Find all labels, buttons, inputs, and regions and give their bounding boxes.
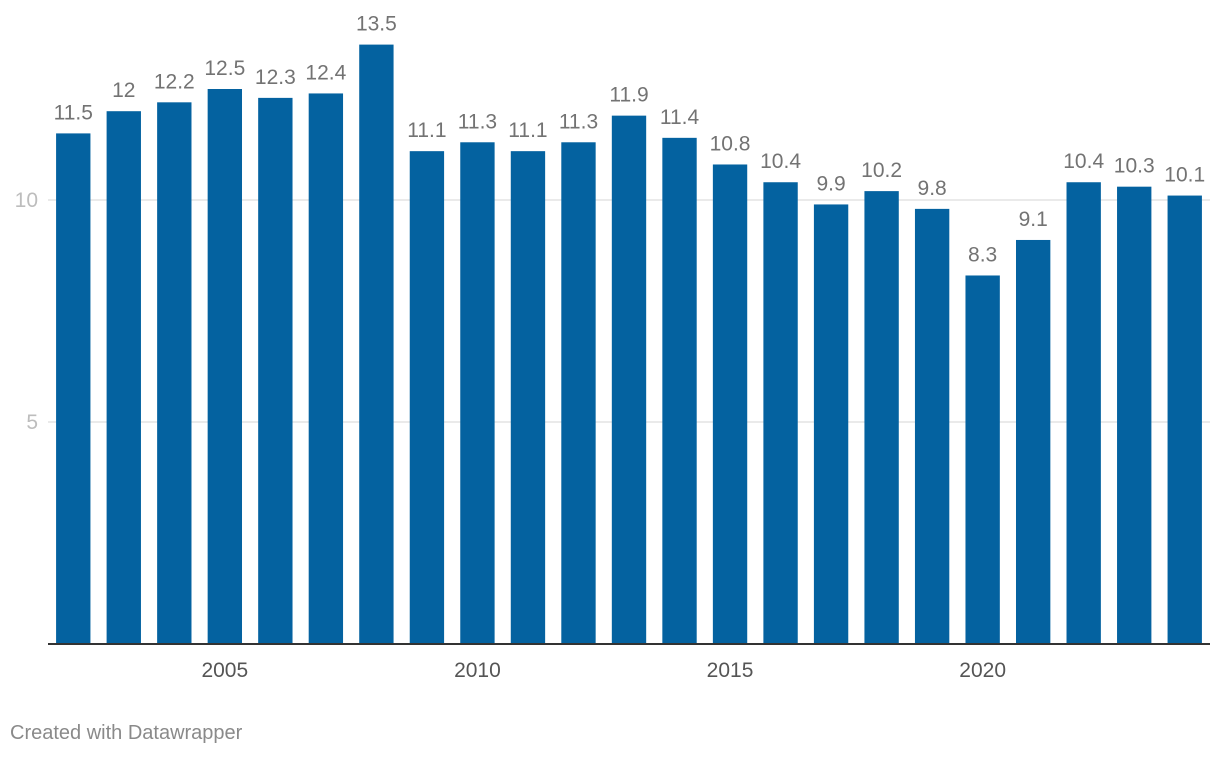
bar-2005	[207, 89, 243, 644]
x-tick-labels: 2005 2010 2015 2020	[201, 659, 1006, 682]
bar-2012	[561, 142, 596, 644]
bar-2010	[460, 142, 495, 644]
value-labels: 11.5 12 12.2 12.5 12.3 12.4 13.5 11.1 11.3 11.1 11…	[54, 13, 1206, 267]
value-label-2005: 12.5	[204, 57, 245, 80]
bar-2019	[914, 208, 950, 644]
bar-2002	[56, 133, 91, 644]
bars	[56, 44, 1202, 645]
bar-2011	[510, 151, 546, 644]
y-tick-labels: 5 10	[15, 189, 38, 434]
bar-2017	[813, 204, 849, 644]
x-tick-label-2010: 2010	[454, 659, 501, 682]
bar-2018	[864, 191, 899, 644]
x-tick-label-2020: 2020	[959, 659, 1006, 682]
value-label-2008: 13.5	[356, 13, 397, 36]
value-label-2020: 8.3	[968, 243, 997, 266]
bar-chart: 510 11.512 12.212.5 12.3 12.413.511.1 11.3 11…	[15, 13, 1210, 682]
value-label-2021: 9.1	[1019, 208, 1048, 231]
value-label-2013: 11.9	[609, 84, 648, 107]
value-label-2023: 10.3	[1114, 155, 1155, 178]
value-label-2006: 12.3	[255, 66, 296, 89]
bar-2007	[308, 93, 344, 644]
bar-2023	[1117, 186, 1152, 644]
value-label-2022: 10.4	[1063, 150, 1104, 173]
x-tick-label-2015: 2015	[707, 659, 754, 682]
bar-2020	[965, 275, 1000, 644]
value-label-2012: 11.3	[559, 110, 598, 133]
value-label-2014: 11.4	[660, 106, 700, 129]
value-label-2003: 12	[112, 79, 135, 102]
value-label-2007: 12.4	[305, 61, 346, 84]
credit-text: Created with Datawrapper	[10, 722, 243, 744]
bar-2006	[258, 97, 293, 644]
value-label-2015: 10.8	[710, 132, 751, 155]
bar-2013	[611, 115, 647, 644]
value-label-2024: 10.1	[1164, 164, 1205, 187]
bar-2009	[409, 151, 445, 644]
bar-2022	[1066, 182, 1101, 645]
value-label-2017: 9.9	[816, 172, 845, 195]
y-tick-label-10: 10	[15, 189, 38, 212]
value-label-2011: 11.1	[508, 119, 547, 142]
bar-2016	[763, 182, 798, 645]
x-tick-label-2005: 2005	[201, 659, 248, 682]
bar-2015	[712, 164, 748, 645]
value-label-2019: 9.8	[918, 177, 947, 200]
value-label-2004: 12.2	[154, 70, 195, 93]
value-label-2016: 10.4	[760, 150, 801, 173]
value-label-2009: 11.1	[407, 119, 446, 142]
y-tick-label-5: 5	[26, 411, 38, 434]
bar-2021	[1015, 239, 1051, 644]
value-label-2010: 11.3	[458, 110, 497, 133]
bar-2003	[106, 111, 141, 644]
value-label-2018: 10.2	[861, 159, 902, 182]
value-label-2002: 11.5	[54, 101, 93, 124]
bar-2004	[157, 102, 192, 644]
bar-2014	[662, 137, 697, 644]
bar-2008	[359, 44, 394, 645]
bar-2024	[1167, 195, 1202, 644]
